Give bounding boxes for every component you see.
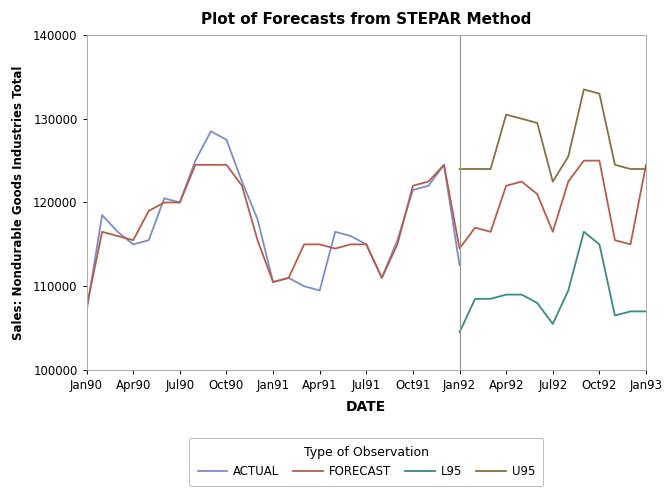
U95 (471, 166, 479, 172)
U95 (533, 120, 541, 126)
ACTUAL (284, 275, 292, 281)
FORECAST (580, 158, 588, 164)
FORECAST (222, 162, 230, 168)
FORECAST (254, 237, 262, 243)
Y-axis label: Sales: Nondurable Goods Industries Total: Sales: Nondurable Goods Industries Total (12, 66, 25, 340)
FORECAST (331, 246, 339, 252)
L95 (533, 300, 541, 306)
FORECAST (642, 162, 650, 168)
U95 (517, 116, 525, 121)
ACTUAL (331, 229, 339, 235)
FORECAST (611, 237, 619, 243)
FORECAST (316, 242, 324, 248)
FORECAST (284, 275, 292, 281)
Line: U95: U95 (460, 90, 646, 182)
FORECAST (238, 182, 246, 188)
FORECAST (269, 279, 277, 285)
U95 (502, 112, 510, 117)
Line: L95: L95 (460, 232, 646, 332)
L95 (456, 330, 464, 336)
ACTUAL (316, 288, 324, 294)
L95 (471, 296, 479, 302)
FORECAST (409, 182, 417, 188)
FORECAST (98, 229, 106, 235)
L95 (627, 308, 635, 314)
ACTUAL (114, 229, 122, 235)
U95 (642, 166, 650, 172)
ACTUAL (456, 262, 464, 268)
FORECAST (595, 158, 603, 164)
FORECAST (347, 242, 355, 248)
ACTUAL (191, 158, 199, 164)
FORECAST (145, 208, 153, 214)
FORECAST (549, 229, 557, 235)
L95 (580, 229, 588, 235)
ACTUAL (83, 308, 91, 314)
U95 (611, 162, 619, 168)
FORECAST (564, 178, 572, 184)
FORECAST (129, 237, 137, 243)
L95 (595, 242, 603, 248)
ACTUAL (362, 242, 370, 248)
FORECAST (300, 242, 308, 248)
FORECAST (627, 242, 635, 248)
FORECAST (362, 242, 370, 248)
U95 (564, 154, 572, 160)
FORECAST (517, 178, 525, 184)
FORECAST (533, 191, 541, 197)
U95 (456, 166, 464, 172)
L95 (549, 321, 557, 327)
ACTUAL (440, 162, 448, 168)
ACTUAL (161, 196, 168, 202)
FORECAST (487, 229, 495, 235)
ACTUAL (129, 242, 137, 248)
L95 (611, 312, 619, 318)
ACTUAL (394, 237, 402, 243)
FORECAST (394, 242, 402, 248)
ACTUAL (378, 275, 386, 281)
U95 (580, 86, 588, 92)
Line: ACTUAL: ACTUAL (87, 132, 460, 312)
FORECAST (191, 162, 199, 168)
ACTUAL (300, 283, 308, 289)
FORECAST (424, 178, 432, 184)
L95 (517, 292, 525, 298)
U95 (549, 178, 557, 184)
FORECAST (502, 182, 510, 188)
ACTUAL (254, 216, 262, 222)
ACTUAL (207, 128, 215, 134)
ACTUAL (145, 237, 153, 243)
ACTUAL (347, 233, 355, 239)
Title: Plot of Forecasts from STEPAR Method: Plot of Forecasts from STEPAR Method (201, 12, 531, 27)
FORECAST (83, 304, 91, 310)
U95 (627, 166, 635, 172)
ACTUAL (269, 279, 277, 285)
X-axis label: DATE: DATE (346, 400, 386, 414)
FORECAST (378, 275, 386, 281)
ACTUAL (222, 136, 230, 142)
U95 (595, 90, 603, 96)
L95 (564, 288, 572, 294)
FORECAST (456, 246, 464, 252)
Legend: ACTUAL, FORECAST, L95, U95: ACTUAL, FORECAST, L95, U95 (189, 438, 543, 486)
FORECAST (471, 224, 479, 230)
ACTUAL (98, 212, 106, 218)
FORECAST (161, 200, 168, 205)
L95 (642, 308, 650, 314)
L95 (502, 292, 510, 298)
FORECAST (176, 200, 184, 205)
ACTUAL (238, 178, 246, 184)
FORECAST (440, 162, 448, 168)
ACTUAL (424, 182, 432, 188)
FORECAST (207, 162, 215, 168)
Line: FORECAST: FORECAST (87, 160, 646, 307)
L95 (487, 296, 495, 302)
FORECAST (114, 233, 122, 239)
U95 (487, 166, 495, 172)
ACTUAL (176, 200, 184, 205)
ACTUAL (409, 187, 417, 193)
